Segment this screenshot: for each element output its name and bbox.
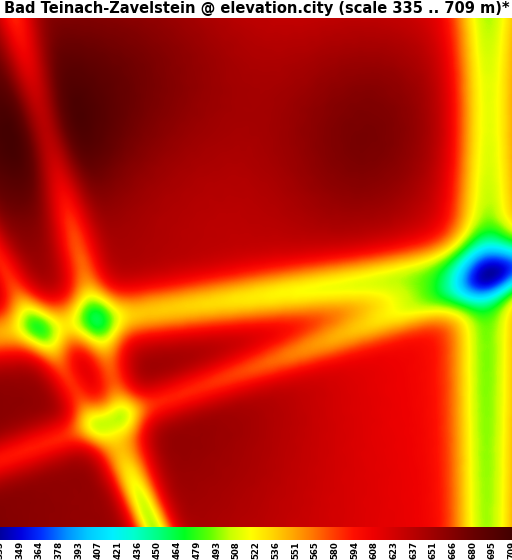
Text: 551: 551	[291, 541, 300, 559]
Text: 493: 493	[212, 541, 221, 559]
Text: 479: 479	[193, 541, 201, 559]
Text: 565: 565	[311, 541, 319, 559]
Text: 651: 651	[429, 541, 438, 559]
Text: 680: 680	[468, 541, 477, 559]
Text: 364: 364	[35, 541, 44, 559]
Text: 594: 594	[350, 541, 359, 559]
Text: 536: 536	[271, 541, 280, 559]
Text: 623: 623	[389, 541, 398, 559]
Text: 421: 421	[114, 541, 123, 559]
Text: 508: 508	[232, 541, 241, 559]
Text: 349: 349	[15, 541, 24, 559]
Text: 709: 709	[507, 541, 512, 559]
Text: 580: 580	[330, 541, 339, 559]
Text: 378: 378	[55, 541, 63, 559]
Text: 450: 450	[153, 541, 162, 559]
Text: 436: 436	[133, 541, 142, 559]
Text: Bad Teinach-Zavelstein @ elevation.city (scale 335 .. 709 m)*: Bad Teinach-Zavelstein @ elevation.city …	[4, 2, 510, 16]
Text: 393: 393	[74, 541, 83, 559]
Text: 522: 522	[251, 541, 261, 559]
Text: 407: 407	[94, 541, 103, 559]
Text: 608: 608	[370, 541, 379, 559]
Text: 695: 695	[488, 541, 497, 559]
Text: 335: 335	[0, 541, 5, 559]
Text: 464: 464	[173, 541, 182, 559]
Text: 666: 666	[449, 541, 457, 559]
Text: 637: 637	[409, 541, 418, 559]
